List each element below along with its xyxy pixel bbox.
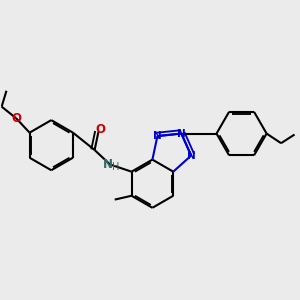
Text: N: N <box>153 131 162 141</box>
Text: O: O <box>95 123 105 136</box>
Text: N: N <box>103 158 113 171</box>
Text: N: N <box>177 129 186 139</box>
Text: O: O <box>11 112 21 125</box>
Text: N: N <box>187 151 196 160</box>
Text: H: H <box>112 162 119 172</box>
